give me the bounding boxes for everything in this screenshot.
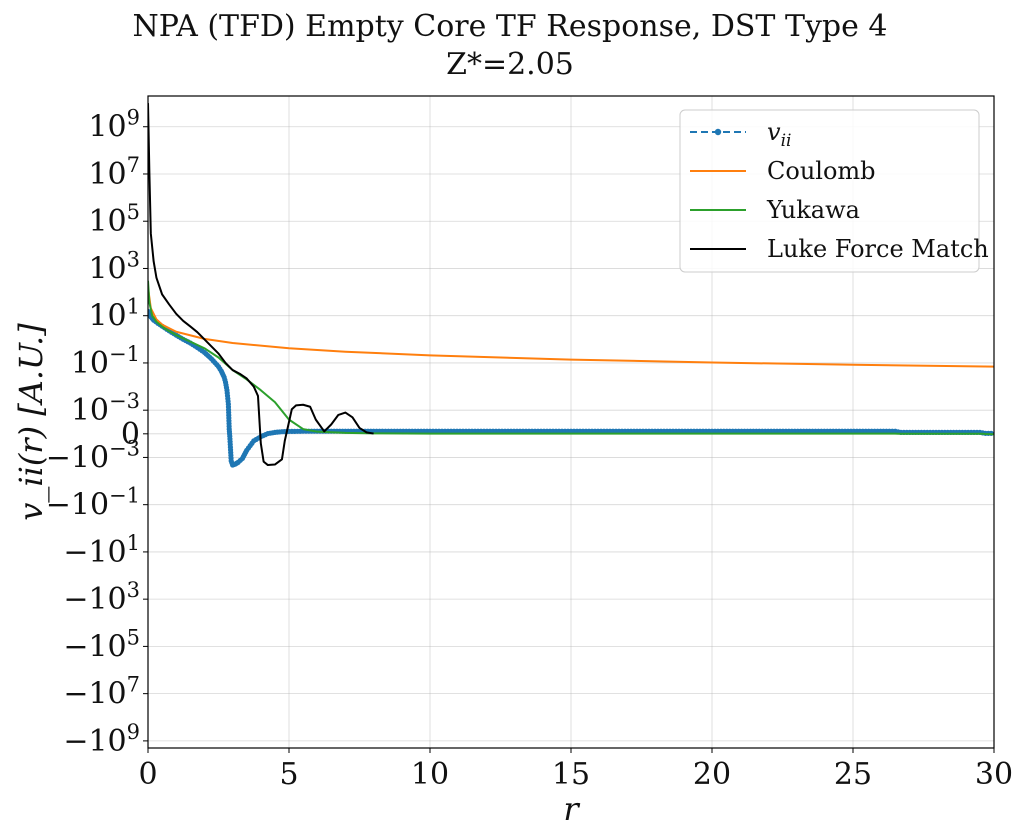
x-tick-label: 5 <box>279 757 298 792</box>
axis-ticks: 0 5 10 15 20 25 3010910710510310110−110−30−10−… <box>46 106 1013 792</box>
legend-label-2: Yukawa <box>766 196 860 224</box>
x-tick-label: 0 <box>138 757 157 792</box>
x-tick-label: 10 <box>411 757 449 792</box>
y-tick-label: −109 <box>63 720 140 759</box>
legend-box <box>679 109 980 273</box>
legend-label-0: vii <box>767 118 791 151</box>
y-tick-label: 107 <box>88 153 140 192</box>
y-tick-label: 0 <box>121 417 140 452</box>
y-tick-label: −10−3 <box>46 436 140 475</box>
x-axis-label: r <box>563 790 580 828</box>
x-tick-label: 20 <box>693 757 731 792</box>
y-axis-label: v_ii(r) [A.U.] <box>12 323 50 521</box>
legend: vii Coulomb Yukawa Luke Force Match <box>679 109 989 273</box>
legend-label-3: Luke Force Match <box>767 235 989 263</box>
y-tick-label: 103 <box>88 247 140 286</box>
x-tick-label: 15 <box>552 757 590 792</box>
series-line-2 <box>148 280 994 436</box>
series-layer <box>148 103 994 468</box>
legend-marker <box>714 128 722 136</box>
series-line-1 <box>148 291 994 368</box>
plot-frame <box>147 95 995 749</box>
chart-title: NPA (TFD) Empty Core TF Response, DST Ty… <box>132 9 887 44</box>
y-tick-label: 109 <box>88 106 140 145</box>
y-tick-label: −101 <box>63 531 140 570</box>
y-tick-label: −107 <box>63 673 140 712</box>
y-tick-label: 10−3 <box>71 389 140 428</box>
y-tick-label: −105 <box>63 625 140 664</box>
series-line-3 <box>148 103 374 467</box>
x-tick-label: 25 <box>834 757 872 792</box>
y-tick-label: −103 <box>63 578 140 617</box>
legend-label-1: Coulomb <box>767 157 876 185</box>
chart-subtitle: Z*=2.05 <box>446 47 574 82</box>
y-tick-label: 105 <box>88 200 140 239</box>
y-tick-label: 10−1 <box>71 342 140 381</box>
y-tick-label: 101 <box>88 295 140 334</box>
x-tick-label: 30 <box>975 757 1013 792</box>
y-tick-label: −10−1 <box>46 484 140 523</box>
